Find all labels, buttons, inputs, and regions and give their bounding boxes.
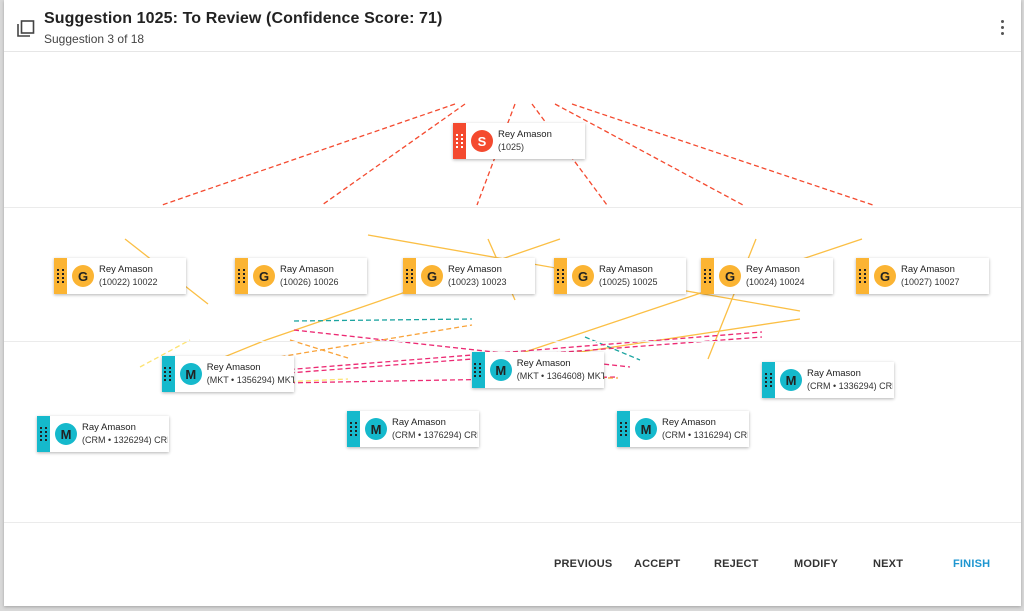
reject-button[interactable]: REJECT — [714, 558, 759, 570]
node-id: (CRM • 1326294) CRM — [82, 435, 168, 445]
page-title: Suggestion 1025: To Review (Confidence S… — [44, 10, 443, 27]
avatar: M — [780, 369, 802, 391]
previous-button[interactable]: PREVIOUS — [554, 558, 613, 570]
node-id: (10027) 10027 — [901, 277, 960, 287]
drag-handle-icon[interactable] — [701, 258, 714, 294]
node-name: Ray Amason — [392, 417, 446, 428]
avatar: G — [572, 265, 594, 287]
golden-node[interactable]: G Ray Amason (10027) 10027 — [856, 258, 989, 294]
next-button[interactable]: NEXT — [873, 558, 904, 570]
drag-handle-icon[interactable] — [856, 258, 869, 294]
node-id: (10024) 10024 — [746, 277, 805, 287]
golden-node[interactable]: G Rey Amason (10022) 10022 — [54, 258, 186, 294]
node-name: Rey Amason — [206, 362, 261, 373]
node-name: Rey Amason — [516, 358, 571, 369]
node-id: (10025) 10025 — [599, 277, 658, 287]
node-id: (10023) 10023 — [448, 277, 507, 287]
drag-handle-icon[interactable] — [403, 258, 416, 294]
node-name: Ray Amason — [82, 422, 136, 433]
suggestion-counter: Suggestion 3 of 18 — [44, 32, 145, 46]
avatar: M — [489, 359, 512, 381]
node-name: Rey Amason — [99, 264, 153, 275]
modify-button[interactable]: MODIFY — [794, 558, 838, 570]
finish-button[interactable]: FINISH — [953, 558, 991, 570]
drag-handle-icon[interactable] — [235, 258, 248, 294]
drag-handle-icon[interactable] — [472, 352, 485, 388]
node-name: Ray Amason — [901, 264, 955, 275]
footer-divider — [4, 522, 1021, 523]
node-id: (MKT • 1364608) MKT — [516, 371, 604, 381]
golden-node[interactable]: G Ray Amason (10025) 10025 — [554, 258, 686, 294]
node-id: (CRM • 1336294) CRM — [807, 381, 893, 391]
drag-handle-icon[interactable] — [617, 411, 630, 447]
drag-handle-icon[interactable] — [54, 258, 67, 294]
member-node[interactable]: M Ray Amason (CRM • 1336294) CRM — [762, 362, 894, 398]
source-node[interactable]: S Rey Amason (1025) — [453, 123, 585, 159]
drag-handle-icon[interactable] — [453, 123, 466, 159]
node-name: Rey Amason — [746, 264, 800, 275]
more-vert-icon[interactable] — [997, 17, 1007, 37]
suggestion-card: Suggestion 1025: To Review (Confidence S… — [4, 0, 1021, 606]
node-name: Rey Amason — [448, 264, 502, 275]
card-header: Suggestion 1025: To Review (Confidence S… — [4, 0, 1021, 52]
node-id: (CRM • 1376294) CRM — [392, 430, 478, 440]
node-name: Ray Amason — [280, 264, 334, 275]
drag-handle-icon[interactable] — [162, 356, 175, 392]
level-divider — [4, 207, 1021, 208]
node-id: (10026) 10026 — [280, 277, 339, 287]
node-name: Rey Amason — [662, 417, 716, 428]
avatar: G — [874, 265, 896, 287]
node-name: Ray Amason — [599, 264, 653, 275]
graph-canvas: S Rey Amason (1025) G Rey Amason (10022) 1… — [4, 53, 1021, 523]
avatar: G — [719, 265, 741, 287]
member-node[interactable]: M Ray Amason (CRM • 1326294) CRM — [37, 416, 169, 452]
node-id: (1025) — [498, 142, 525, 152]
avatar: G — [421, 265, 443, 287]
avatar: G — [72, 265, 94, 287]
node-id: (MKT • 1356294) MKT — [206, 375, 294, 385]
golden-node[interactable]: G Rey Amason (10024) 10024 — [701, 258, 833, 294]
avatar: G — [253, 265, 275, 287]
node-name: Rey Amason — [498, 129, 552, 140]
drag-handle-icon[interactable] — [347, 411, 360, 447]
avatar: M — [365, 418, 387, 440]
member-node[interactable]: M Rey Amason (MKT • 1356294) MKT — [162, 356, 294, 392]
golden-node[interactable]: G Ray Amason (10026) 10026 — [235, 258, 367, 294]
member-node[interactable]: M Rey Amason (CRM • 1316294) CRM — [617, 411, 749, 447]
level-divider — [4, 341, 1021, 342]
member-node[interactable]: M Rey Amason (MKT • 1364608) MKT — [472, 352, 604, 388]
golden-node[interactable]: G Rey Amason (10023) 10023 — [403, 258, 535, 294]
node-id: (CRM • 1316294) CRM — [662, 430, 748, 440]
copy-icon — [17, 20, 35, 37]
avatar: M — [635, 418, 657, 440]
drag-handle-icon[interactable] — [554, 258, 567, 294]
member-node[interactable]: M Ray Amason (CRM • 1376294) CRM — [347, 411, 479, 447]
node-name: Ray Amason — [807, 368, 861, 379]
drag-handle-icon[interactable] — [37, 416, 50, 452]
avatar: M — [179, 363, 202, 385]
accept-button[interactable]: ACCEPT — [634, 558, 681, 570]
node-id: (10022) 10022 — [99, 277, 158, 287]
avatar: S — [471, 130, 493, 152]
drag-handle-icon[interactable] — [762, 362, 775, 398]
avatar: M — [55, 423, 77, 445]
